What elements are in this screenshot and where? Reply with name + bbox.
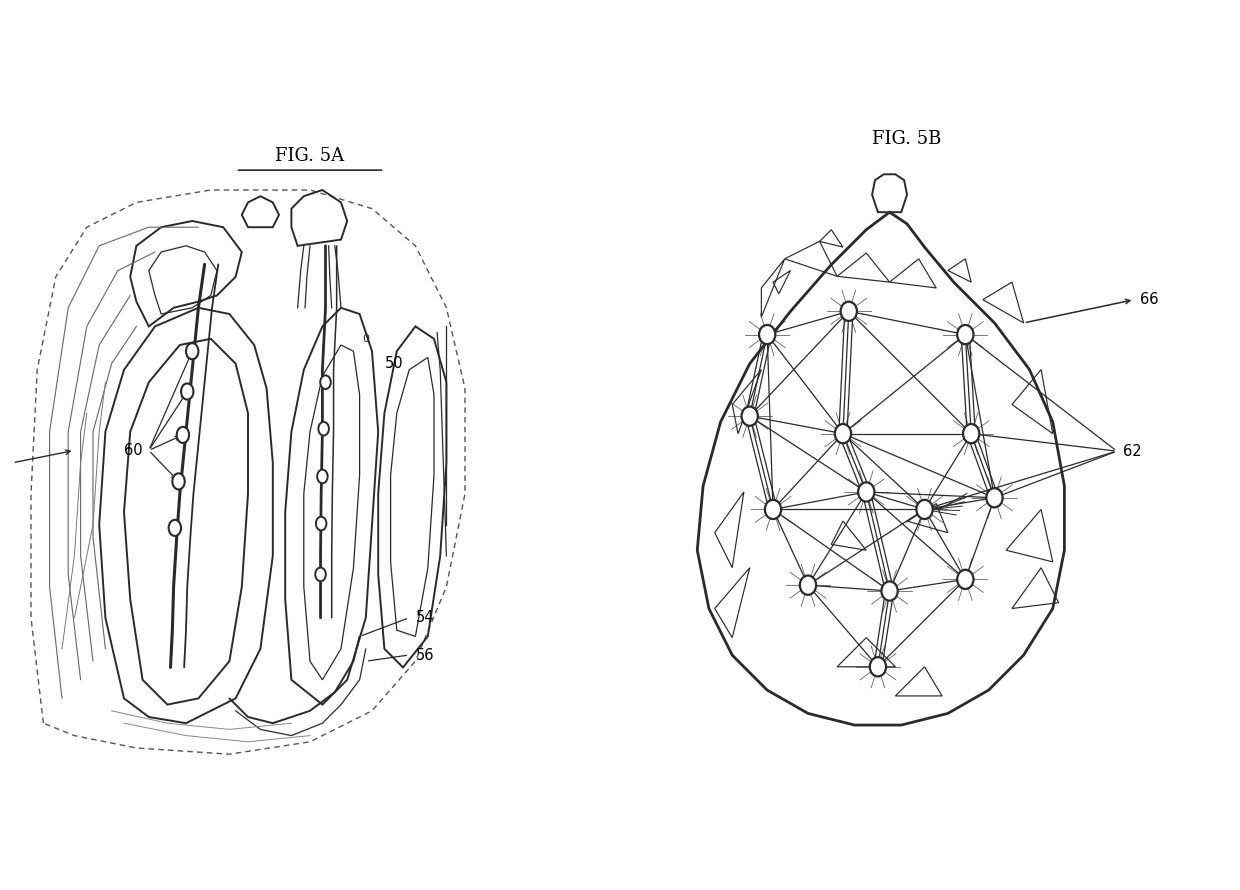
Text: 66: 66	[1140, 292, 1158, 307]
Ellipse shape	[177, 427, 190, 443]
Text: 60: 60	[124, 443, 143, 457]
Ellipse shape	[742, 407, 758, 425]
Ellipse shape	[169, 520, 181, 536]
Text: FIG. 5A: FIG. 5A	[275, 147, 345, 166]
Ellipse shape	[759, 325, 775, 344]
Ellipse shape	[841, 302, 857, 321]
Text: 62: 62	[1122, 443, 1141, 458]
Ellipse shape	[957, 325, 973, 344]
Ellipse shape	[317, 470, 327, 483]
Ellipse shape	[316, 517, 326, 530]
Text: 56: 56	[415, 648, 434, 662]
Ellipse shape	[957, 570, 973, 589]
Ellipse shape	[186, 344, 198, 360]
Ellipse shape	[181, 384, 193, 400]
Ellipse shape	[963, 424, 980, 443]
Ellipse shape	[869, 657, 887, 676]
Ellipse shape	[765, 500, 781, 519]
Ellipse shape	[916, 500, 932, 519]
Text: FIG. 5B: FIG. 5B	[873, 130, 941, 148]
Ellipse shape	[315, 568, 326, 581]
Text: 50: 50	[384, 356, 403, 371]
Ellipse shape	[882, 581, 898, 601]
Text: 54: 54	[415, 611, 434, 626]
Ellipse shape	[986, 488, 1003, 507]
Text: 0: 0	[362, 334, 370, 344]
Ellipse shape	[320, 376, 331, 389]
Ellipse shape	[858, 482, 874, 502]
Ellipse shape	[319, 422, 329, 435]
Ellipse shape	[800, 576, 816, 595]
Ellipse shape	[172, 473, 185, 490]
Ellipse shape	[835, 424, 851, 443]
